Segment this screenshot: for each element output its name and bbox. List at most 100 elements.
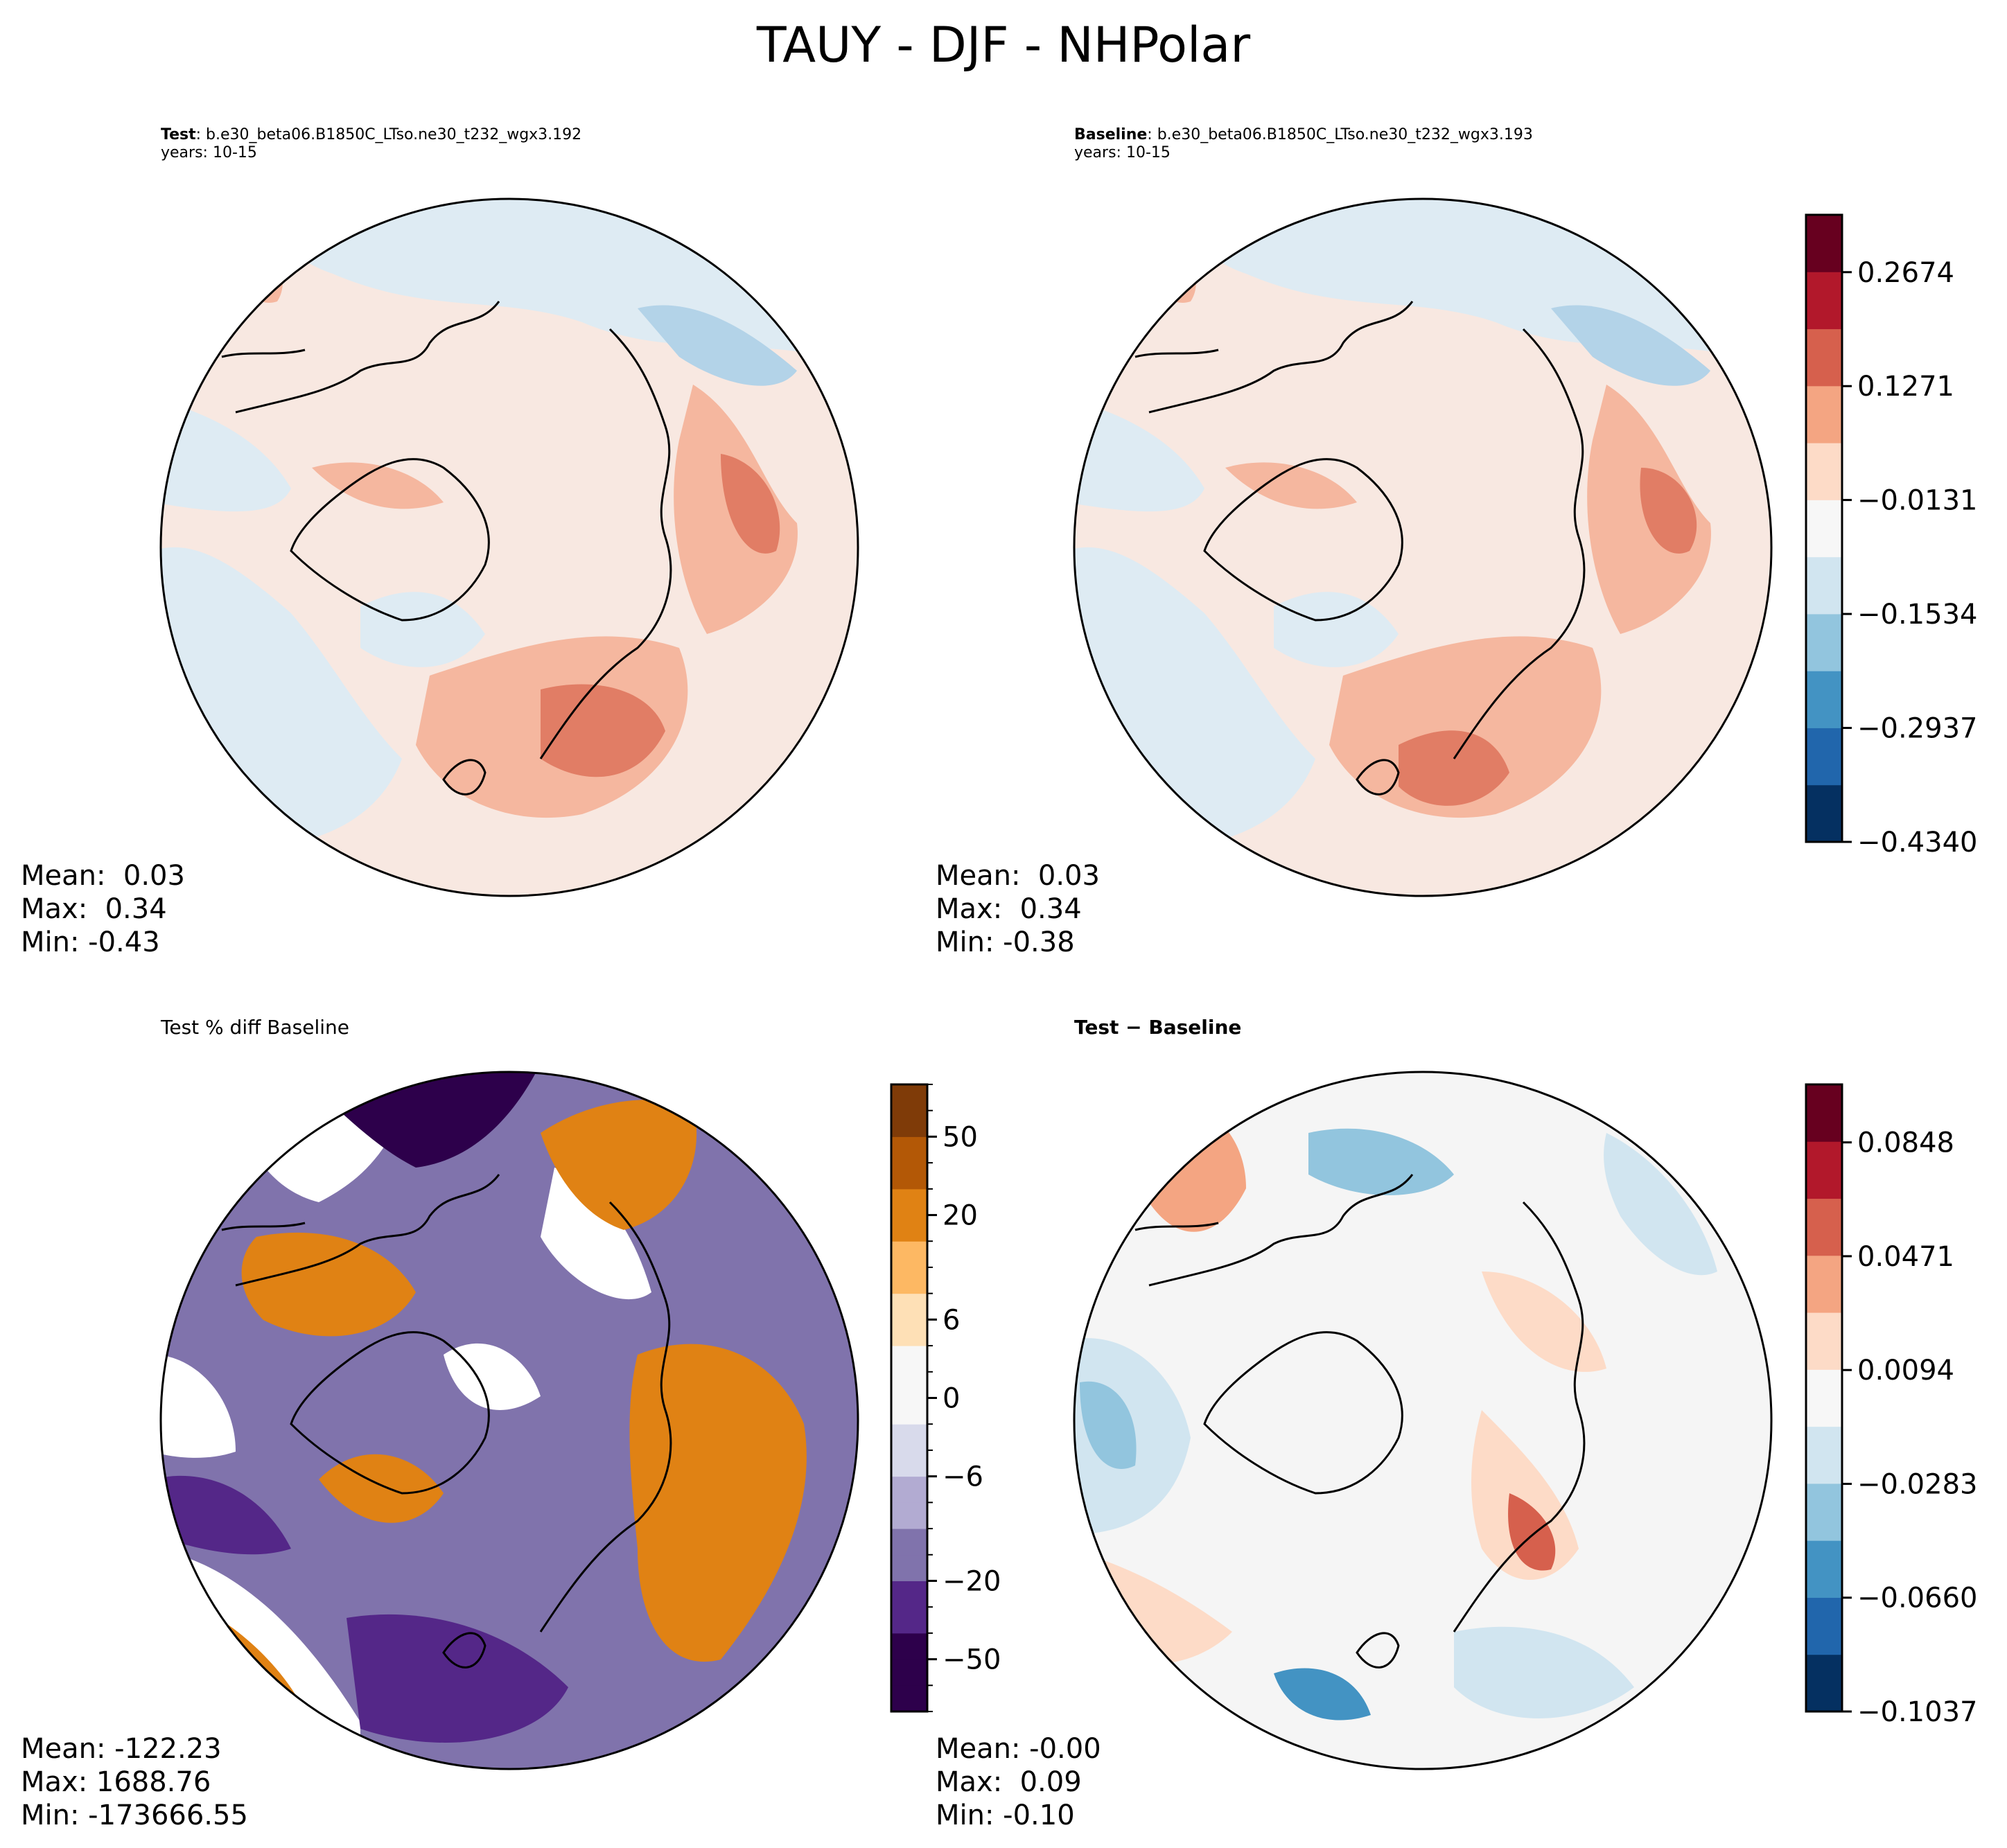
colorbar-diff-tick-label: −0.1037	[1857, 1696, 1977, 1728]
colorbar-diff-ticks: 0.0848 0.0471 0.0094 −0.0283 −0.0660 −0.1037	[1842, 1127, 1977, 1728]
colorbar-diff-tick-label: 0.0848	[1857, 1127, 1954, 1159]
diff-min: Min: -0.10	[936, 1799, 1075, 1831]
baseline-years: years: 10-15	[1074, 144, 1171, 161]
baseline-min: Min: -0.38	[936, 926, 1075, 958]
colorbar-field-block	[1806, 784, 1842, 843]
pctdiff-min: Min: -173666.55	[21, 1799, 248, 1831]
colorbar-diff-block	[1806, 1312, 1842, 1370]
diff-title: Test − Baseline	[1074, 1016, 1242, 1039]
test-max: Max: 0.34	[21, 893, 167, 925]
colorbar-pctdiff-block	[891, 1346, 927, 1373]
colorbar-pctdiff-block	[891, 1215, 927, 1242]
colorbar-field-tick-label: 0.1271	[1857, 371, 1954, 403]
test-title-case: : b.e30_beta06.B1850C_LTso.ne30_t232_wgx…	[195, 126, 582, 143]
diff-max: Max: 0.09	[936, 1766, 1082, 1798]
test-min: Min: -0.43	[21, 926, 160, 958]
colorbar-pctdiff-block	[891, 1685, 927, 1712]
colorbar-pctdiff-block	[891, 1633, 927, 1660]
colorbar-pctdiff-block	[891, 1319, 927, 1346]
colorbar-field-block	[1806, 272, 1842, 330]
colorbar-diff-tick-label: −0.0283	[1857, 1468, 1977, 1500]
baseline-map	[1073, 197, 1773, 897]
colorbar-field-block	[1806, 328, 1842, 387]
colorbar-diff-block	[1806, 1654, 1842, 1712]
colorbar-pctdiff-tick-label: −20	[943, 1565, 1001, 1597]
colorbar-field-block	[1806, 215, 1842, 272]
colorbar-pctdiff-tick-label: 0	[943, 1383, 960, 1415]
colorbar-field-tick-label: −0.4340	[1857, 827, 1977, 859]
colorbar-pctdiff-tick-label: −6	[943, 1461, 983, 1493]
test-title-bold: Test	[161, 126, 196, 143]
colorbar-diff-frame	[1805, 1083, 1843, 1713]
pctdiff-mean: Mean: -122.23	[21, 1733, 222, 1765]
colorbar-pctdiff-block	[891, 1084, 927, 1111]
colorbar-pctdiff-block	[891, 1659, 927, 1686]
colorbar-pctdiff-svg: 50 20 6 0 −6 −20 −50	[890, 1083, 1001, 1713]
colorbar-diff-tick-label: 0.0094	[1857, 1355, 1954, 1387]
colorbar-field-tick-label: −0.2937	[1857, 713, 1977, 745]
colorbar-field-tick-label: −0.0131	[1857, 485, 1977, 517]
colorbar-pctdiff-block	[891, 1502, 927, 1529]
colorbar-field-block	[1806, 728, 1842, 786]
baseline-stats: Mean: 0.03 Max: 0.34 Min: -0.38	[936, 859, 1100, 959]
colorbar-pctdiff-block	[891, 1136, 927, 1163]
colorbar-diff-block	[1806, 1483, 1842, 1541]
colorbar-pctdiff-block	[891, 1529, 927, 1556]
figure-title: TAUY - DJF - NHPolar	[756, 17, 1251, 73]
colorbar-field-block	[1806, 671, 1842, 728]
baseline-mean: Mean: 0.03	[936, 860, 1100, 892]
colorbar-pctdiff-block	[891, 1188, 927, 1216]
colorbar-field-block	[1806, 500, 1842, 558]
colorbar-diff-tick-label: 0.0471	[1857, 1241, 1954, 1273]
colorbar-diff-block	[1806, 1255, 1842, 1313]
colorbar-field-frame	[1805, 213, 1843, 843]
colorbar-pctdiff-block	[891, 1163, 927, 1190]
test-map	[159, 197, 859, 897]
colorbar-pctdiff-tick-label: 6	[943, 1304, 960, 1336]
baseline-title-case: : b.e30_beta06.B1850C_LTso.ne30_t232_wgx…	[1147, 126, 1533, 143]
colorbar-pctdiff-block	[891, 1110, 927, 1137]
colorbar-diff-svg: 0.0848 0.0471 0.0094 −0.0283 −0.0660 −0.1037	[1805, 1083, 1977, 1728]
colorbar-field-block	[1806, 556, 1842, 615]
colorbar-pctdiff-block	[891, 1267, 927, 1294]
colorbar-diff-block	[1806, 1084, 1842, 1142]
colorbar-diff-tick-label: −0.0660	[1857, 1583, 1977, 1614]
pctdiff-map	[159, 1071, 859, 1770]
test-title: Test: b.e30_beta06.B1850C_LTso.ne30_t232…	[161, 126, 581, 144]
colorbar-pctdiff-block	[891, 1293, 927, 1320]
colorbar-pctdiff-block	[891, 1398, 927, 1425]
test-years: years: 10-15	[161, 144, 257, 161]
baseline-max: Max: 0.34	[936, 893, 1082, 925]
pctdiff-max: Max: 1688.76	[21, 1766, 211, 1798]
colorbar-pctdiff-block	[891, 1424, 927, 1451]
colorbar-field-block	[1806, 613, 1842, 671]
colorbar-field-block	[1806, 443, 1842, 500]
colorbar-diff-block	[1806, 1597, 1842, 1655]
pctdiff-stats: Mean: -122.23 Max: 1688.76 Min: -173666.55	[21, 1732, 248, 1832]
colorbar-field-svg: 0.2674 0.1271 −0.0131 −0.1534 −0.2937 −0.4340	[1805, 213, 1977, 859]
colorbar-field-ticks: 0.2674 0.1271 −0.0131 −0.1534 −0.2937 −0.4340	[1842, 257, 1977, 859]
colorbar-pctdiff-block	[891, 1607, 927, 1634]
colorbar-pctdiff-block	[891, 1476, 927, 1503]
test-stats: Mean: 0.03 Max: 0.34 Min: -0.43	[21, 859, 185, 959]
colorbar-diff-block	[1806, 1141, 1842, 1199]
colorbar-pctdiff-tick-label: −50	[943, 1644, 1001, 1676]
colorbar-pctdiff-block	[891, 1450, 927, 1477]
diff-stats: Mean: -0.00 Max: 0.09 Min: -0.10	[936, 1732, 1101, 1832]
colorbar-pctdiff-blocks	[891, 1084, 927, 1712]
colorbar-diff-block	[1806, 1426, 1842, 1484]
pctdiff-title: Test % diff Baseline	[161, 1016, 350, 1039]
colorbar-field-block	[1806, 385, 1842, 443]
colorbar-diff-block	[1806, 1540, 1842, 1598]
colorbar-field-tick-label: −0.1534	[1857, 599, 1977, 631]
colorbar-pctdiff-tick-label: 20	[943, 1200, 978, 1232]
colorbar-diff-block	[1806, 1198, 1842, 1256]
diff-mean: Mean: -0.00	[936, 1733, 1101, 1765]
baseline-title: Baseline: b.e30_beta06.B1850C_LTso.ne30_…	[1074, 126, 1533, 144]
colorbar-diff-block	[1806, 1369, 1842, 1427]
colorbar-pctdiff-block	[891, 1241, 927, 1268]
colorbar-pctdiff-ticks: 50 20 6 0 −6 −20 −50	[927, 1084, 1001, 1712]
colorbar-pctdiff-tick-label: 50	[943, 1121, 978, 1153]
colorbar-field-tick-label: 0.2674	[1857, 257, 1954, 289]
colorbar-pctdiff-block	[891, 1554, 927, 1581]
